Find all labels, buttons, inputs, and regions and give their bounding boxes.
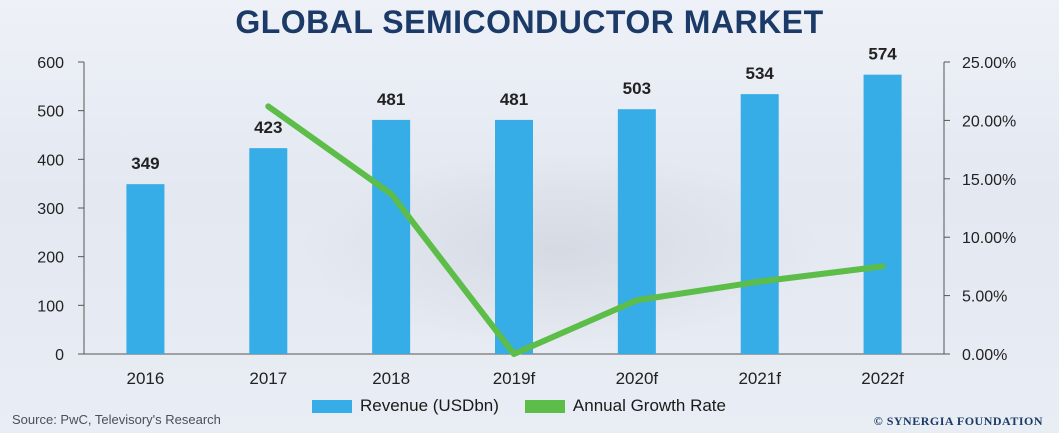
bar-value-label: 503 (623, 79, 651, 98)
y-right-tick-label: 5.00% (962, 289, 1007, 306)
x-category-label: 2018 (372, 369, 410, 388)
y-right-tick-label: 15.00% (962, 172, 1016, 189)
legend-swatch-growth (524, 399, 565, 413)
x-category-label: 2022f (861, 369, 904, 388)
x-category-label: 2021f (738, 369, 781, 388)
y-left-tick-label: 200 (37, 250, 64, 267)
bar-value-label: 574 (868, 45, 897, 64)
bar-revenue (617, 109, 656, 354)
bar-revenue (863, 74, 902, 355)
x-category-label: 2019f (493, 369, 536, 388)
y-right-tick-label: 25.00% (962, 55, 1016, 72)
brand-logo: © SYNERGIA FOUNDATION (873, 414, 1043, 428)
bar-value-label: 481 (500, 90, 528, 109)
bar-revenue (249, 148, 288, 354)
y-left-tick-label: 400 (37, 152, 64, 169)
y-right-tick-label: 10.00% (962, 230, 1016, 247)
bar-value-label: 423 (254, 118, 282, 137)
y-left-tick-label: 500 (37, 104, 64, 121)
bar-value-label: 349 (131, 154, 159, 173)
x-category-label: 2020f (616, 369, 659, 388)
bar-revenue (495, 119, 533, 354)
bar-revenue (126, 184, 165, 354)
bar-value-label: 534 (746, 64, 775, 83)
legend-swatch-revenue (312, 399, 352, 413)
y-left-tick-label: 0 (55, 347, 64, 364)
legend-label-growth: Annual Growth Rate (572, 396, 726, 415)
y-right-tick-label: 20.00% (962, 113, 1016, 130)
y-left-tick-label: 600 (37, 55, 64, 72)
legend: Revenue (USDbn) Annual Growth Rate (312, 396, 726, 416)
x-category-label: 2017 (249, 369, 287, 388)
bar-revenue (372, 119, 411, 354)
chart-title: GLOBAL SEMICONDUCTOR MARKET (235, 4, 824, 40)
bar-revenue (740, 94, 779, 355)
y-left-tick-label: 100 (37, 298, 64, 315)
source-note: Source: PwC, Televisory's Research (12, 412, 221, 427)
y-left-tick-label: 300 (37, 201, 64, 218)
y-right-tick-label: 0.00% (962, 347, 1007, 364)
bar-value-label: 481 (377, 90, 405, 109)
legend-label-revenue: Revenue (USDbn) (360, 396, 499, 415)
legend-item-growth: Annual Growth Rate (524, 396, 726, 416)
legend-item-revenue: Revenue (USDbn) (312, 396, 499, 416)
growth-rate-line (265, 103, 886, 357)
x-category-label: 2016 (127, 369, 165, 388)
